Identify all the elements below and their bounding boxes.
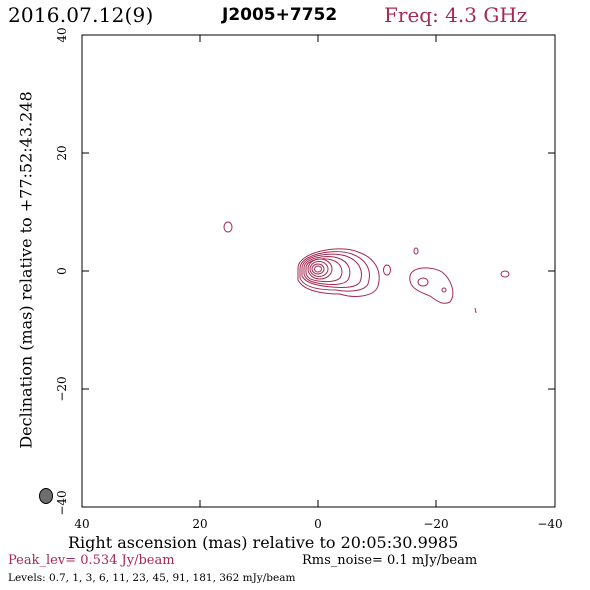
- x-tick-label: 0: [314, 517, 322, 531]
- contour-jet-dot: [441, 287, 447, 293]
- observation-date: 2016.07.12(9): [8, 3, 154, 27]
- x-ticks: [81, 35, 556, 507]
- contour-core-4: [303, 255, 351, 285]
- peak-level: Peak_lev= 0.534 Jy/beam: [8, 553, 175, 568]
- x-tick-label: −20: [423, 517, 448, 531]
- y-tick-label: −40: [55, 490, 69, 515]
- contours: [223, 221, 510, 314]
- y-axis-label: Declination (mas) relative to +77:52:43.…: [16, 91, 36, 449]
- contour-core-9: [314, 265, 322, 273]
- contour-core-7: [309, 261, 329, 277]
- x-tick-label: 40: [74, 517, 89, 531]
- contour-core-3: [301, 253, 362, 288]
- contour-jet-inner: [417, 277, 429, 287]
- contour-jet-outer: [409, 267, 454, 304]
- y-ticks: [82, 34, 555, 508]
- contour-core-2: [299, 251, 370, 292]
- plot-frame: [81, 34, 556, 508]
- contour-blob-north: [413, 247, 419, 255]
- x-tick-label: −40: [537, 517, 562, 531]
- x-axis-label: Right ascension (mas) relative to 20:05:…: [68, 533, 459, 552]
- contour-blob-east: [500, 270, 510, 278]
- contour-speck: [474, 307, 477, 314]
- contour-blob-nw: [223, 221, 233, 233]
- contour-levels: Levels: 0.7, 1, 3, 6, 11, 23, 45, 91, 18…: [8, 572, 296, 584]
- contour-core-8: [311, 263, 325, 275]
- y-tick-label: 20: [55, 145, 69, 160]
- x-tick-label: 20: [192, 517, 207, 531]
- frequency-label: Freq: 4.3 GHz: [384, 3, 528, 27]
- contour-core-1: [297, 248, 380, 297]
- y-tick-label: 40: [55, 27, 69, 42]
- y-tick-label: 0: [55, 267, 69, 275]
- beam-ellipse: [39, 488, 53, 504]
- contour-core-6: [307, 258, 333, 280]
- source-name: J2005+7752: [222, 5, 338, 25]
- y-tick-label: −20: [55, 376, 69, 401]
- rms-noise: Rms_noise= 0.1 mJy/beam: [302, 553, 478, 568]
- contour-blob-small: [383, 264, 391, 276]
